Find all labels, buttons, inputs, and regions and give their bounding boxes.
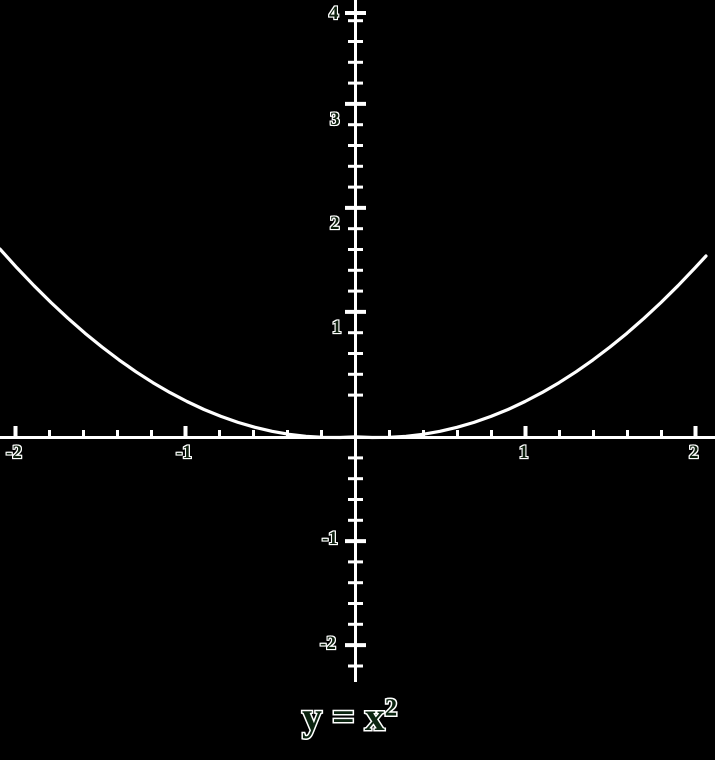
y-tick-label-neg1: -1 xyxy=(321,528,339,549)
x-axis-major-ticks xyxy=(13,426,698,437)
equation-exponent: 2 xyxy=(383,694,399,722)
y-tick-label-neg2: -2 xyxy=(319,633,337,654)
y-tick-label-pos1: 1 xyxy=(331,317,343,338)
x-tick-label-pos2: 2 xyxy=(688,442,700,463)
y-tick-label-pos4: 4 xyxy=(328,3,340,24)
x-tick-label-neg1: -1 xyxy=(175,442,193,463)
y-axis-minor-ticks xyxy=(348,19,363,668)
y-axis-major-ticks xyxy=(345,11,366,648)
equation-base: y = x xyxy=(301,694,387,739)
x-tick-label-pos1: 1 xyxy=(518,442,530,463)
parabola-curve xyxy=(0,247,708,440)
x-tick-label-neg2: -2 xyxy=(5,442,23,463)
equation-caption: y = x2 xyxy=(301,694,399,739)
y-tick-label-pos2: 2 xyxy=(329,213,341,234)
y-tick-label-pos3: 3 xyxy=(329,109,341,130)
